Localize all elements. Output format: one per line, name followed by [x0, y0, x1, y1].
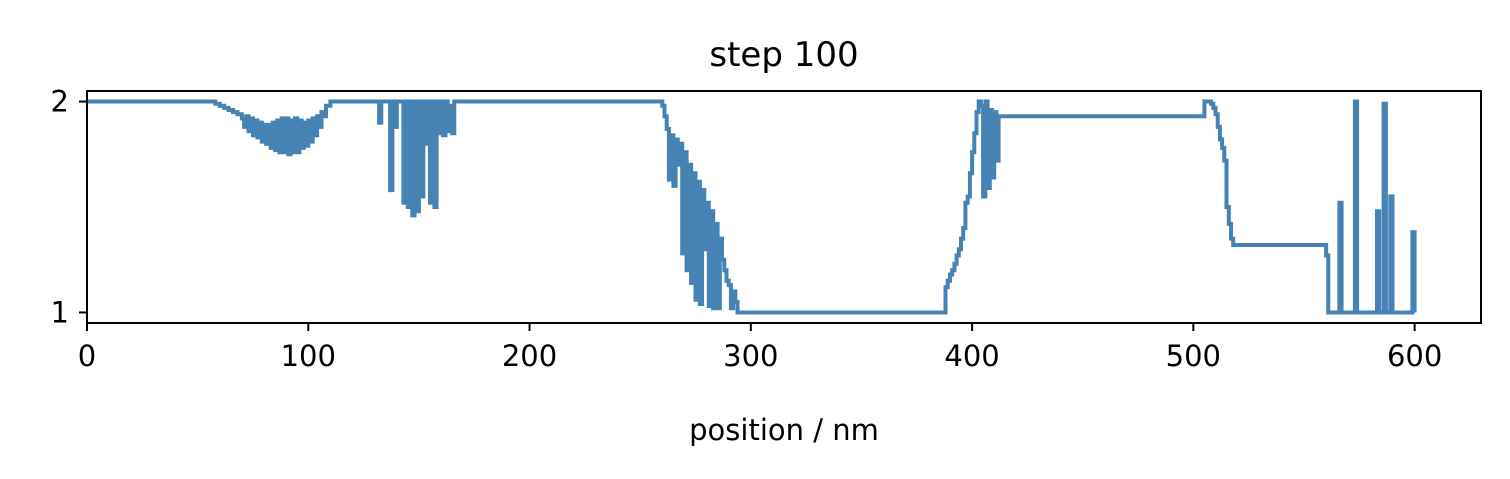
series-line-0 — [87, 99, 1417, 315]
x-tick-label: 100 — [281, 339, 336, 373]
x-tick-label: 300 — [723, 339, 778, 373]
plot-frame — [86, 90, 1482, 324]
x-tick-label: 500 — [1166, 339, 1221, 373]
series-layer — [87, 99, 1417, 315]
y-axis: 12 — [51, 85, 87, 329]
x-tick-label: 400 — [944, 339, 999, 373]
x-tick-label: 200 — [502, 339, 557, 373]
x-axis: 0 100 200 300 400 500 600 — [78, 323, 1442, 373]
x-tick-label: 600 — [1387, 339, 1442, 373]
y-tick-label: 2 — [51, 85, 69, 119]
chart-title: step 100 — [709, 35, 858, 75]
y-tick-label: 1 — [51, 295, 69, 329]
x-axis-label: position / nm — [689, 413, 879, 447]
x-tick-label: 0 — [78, 339, 96, 373]
